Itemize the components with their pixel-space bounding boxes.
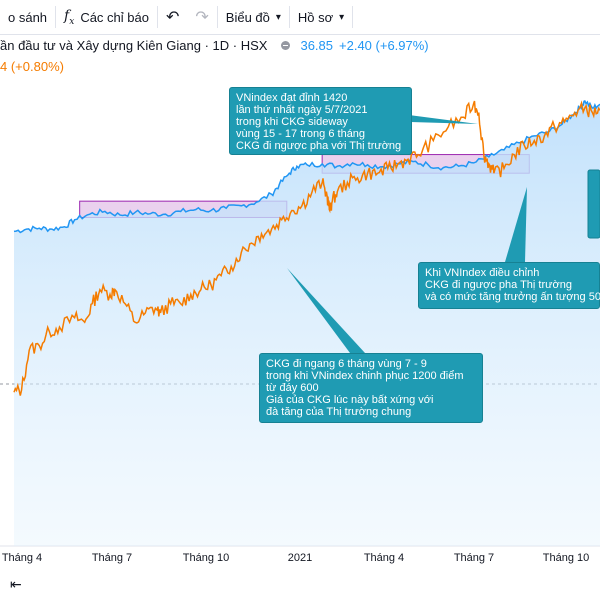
- indicators-label: Các chỉ báo: [80, 9, 149, 25]
- last-price: 36.85: [300, 38, 334, 53]
- sideways-callout[interactable]: CKG đi ngang 6 tháng vùng 7 - 9 trong kh…: [259, 353, 483, 423]
- top-toolbar: o sánh fx Các chỉ báo ↶ ↷ Biểu đồ ▾ Hồ s…: [0, 0, 600, 35]
- redo-button[interactable]: ↷: [187, 0, 216, 34]
- sideways-callout-pointer: [287, 268, 365, 353]
- index-legend: 4 (+0.80%): [0, 59, 64, 74]
- x-tick-label: Tháng 7: [453, 552, 495, 564]
- toolbar-divider: [156, 6, 158, 28]
- chevron-down-icon: ▾: [339, 11, 345, 23]
- index-change: 4 (+0.80%): [0, 59, 64, 74]
- x-tick-label: 2021: [287, 552, 313, 564]
- x-tick-label: Tháng 10: [542, 552, 590, 564]
- symbol-legend: ần đầu tư và Xây dựng Kiên Giang · 1D · …: [0, 38, 429, 53]
- x-tick-label: Tháng 10: [182, 552, 230, 564]
- undo-icon: ↶: [165, 9, 180, 26]
- symbol-title: ần đầu tư và Xây dựng Kiên Giang: [0, 38, 201, 53]
- toolbar-divider: [216, 6, 218, 28]
- x-tick-label: Tháng 7: [91, 552, 133, 564]
- profile-label: Hồ sơ: [297, 9, 334, 25]
- separator: ·: [229, 38, 241, 53]
- compare-label: o sánh: [8, 9, 48, 25]
- x-tick-label: Tháng 4: [1, 552, 43, 564]
- vnindex-area: [14, 101, 600, 546]
- peak-callout[interactable]: VNindex đạt đỉnh 1420 lần thứ nhất ngày …: [229, 87, 412, 155]
- toolbar-divider: [288, 6, 290, 28]
- chart-menu-button[interactable]: Biểu đồ ▾: [218, 0, 289, 34]
- undo-button[interactable]: ↶: [158, 0, 187, 34]
- exchange-label: HSX: [240, 38, 268, 53]
- date-range-icon[interactable]: ⇤: [10, 576, 22, 592]
- x-tick-label: Tháng 4: [363, 552, 405, 564]
- ckg-line: [13, 100, 600, 396]
- adjust-callout[interactable]: Khi VNIndex điều chỉnh CKG đi ngược pha …: [418, 262, 600, 309]
- price-change: +2.40 (+6.97%): [339, 38, 429, 53]
- function-icon: fx: [64, 7, 75, 27]
- toolbar-divider: [352, 6, 354, 28]
- chart-label: Biểu đồ: [225, 9, 270, 25]
- redo-icon: ↷: [195, 9, 209, 26]
- chevron-down-icon: ▾: [275, 11, 281, 23]
- toolbar-divider: [55, 6, 57, 28]
- interval-label[interactable]: 1D: [212, 38, 230, 53]
- symbol-interval: ·: [200, 38, 213, 53]
- indicators-button[interactable]: fx Các chỉ báo: [56, 0, 157, 34]
- compare-button[interactable]: o sánh: [0, 0, 55, 34]
- clipped-callout: [587, 169, 600, 239]
- adjust-callout-pointer: [505, 187, 527, 262]
- profile-menu-button[interactable]: Hồ sơ ▾: [290, 0, 352, 34]
- market-status-icon[interactable]: [281, 41, 291, 50]
